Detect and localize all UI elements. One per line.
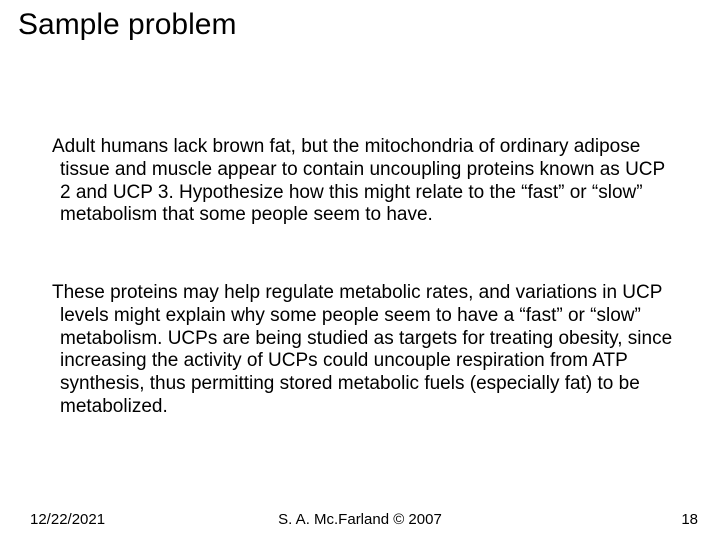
slide-container: Sample problem Adult humans lack brown f… — [0, 0, 720, 540]
footer-page-number: 18 — [681, 511, 698, 528]
paragraph-2: These proteins may help regulate metabol… — [52, 282, 680, 419]
slide-title: Sample problem — [0, 0, 720, 41]
paragraph-1: Adult humans lack brown fat, but the mit… — [52, 136, 680, 227]
footer-attribution: S. A. Mc.Farland © 2007 — [0, 511, 720, 528]
